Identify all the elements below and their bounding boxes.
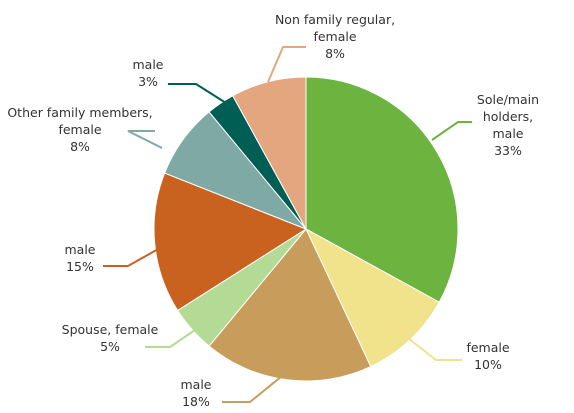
value-label: 5% bbox=[100, 339, 120, 354]
category-label: female bbox=[466, 340, 510, 355]
slice-label: male 18% bbox=[181, 376, 212, 410]
value-label: 10% bbox=[474, 357, 502, 372]
category-label: male bbox=[64, 242, 96, 257]
category-label: male bbox=[180, 377, 212, 392]
value-label: 18% bbox=[182, 394, 210, 409]
value-label: 33% bbox=[494, 143, 522, 158]
pie-slice bbox=[305, 76, 459, 303]
pie-slice bbox=[153, 172, 308, 312]
value-label: 8% bbox=[325, 46, 345, 61]
slice-label: Non family regular, female 8% bbox=[275, 11, 395, 62]
category-label: Sole/main holders, male bbox=[476, 92, 540, 141]
leader-line bbox=[168, 83, 227, 104]
slice-label: female 10% bbox=[466, 339, 509, 373]
slice-label: Sole/main holders, male 33% bbox=[475, 91, 541, 159]
slice-label: Spouse, female 5% bbox=[62, 321, 159, 355]
leader-line bbox=[222, 375, 283, 403]
value-label: 15% bbox=[66, 259, 94, 274]
pie-slice bbox=[208, 228, 372, 382]
leader-line bbox=[145, 329, 196, 348]
slice-label: male 15% bbox=[65, 241, 96, 275]
leader-line bbox=[407, 337, 462, 361]
leader-line bbox=[267, 46, 306, 83]
category-label: male bbox=[132, 57, 164, 72]
slice-label: Other family members, female 8% bbox=[7, 104, 152, 155]
slice-label: male 3% bbox=[133, 56, 164, 90]
value-label: 8% bbox=[70, 139, 90, 154]
leader-line bbox=[431, 121, 472, 141]
leader-line bbox=[127, 130, 163, 149]
value-label: 3% bbox=[138, 74, 158, 89]
leader-line bbox=[103, 247, 161, 267]
category-label: Spouse, female bbox=[61, 322, 159, 337]
category-label: Non family regular, female bbox=[274, 12, 396, 44]
category-label: Other family members, female bbox=[7, 105, 153, 137]
